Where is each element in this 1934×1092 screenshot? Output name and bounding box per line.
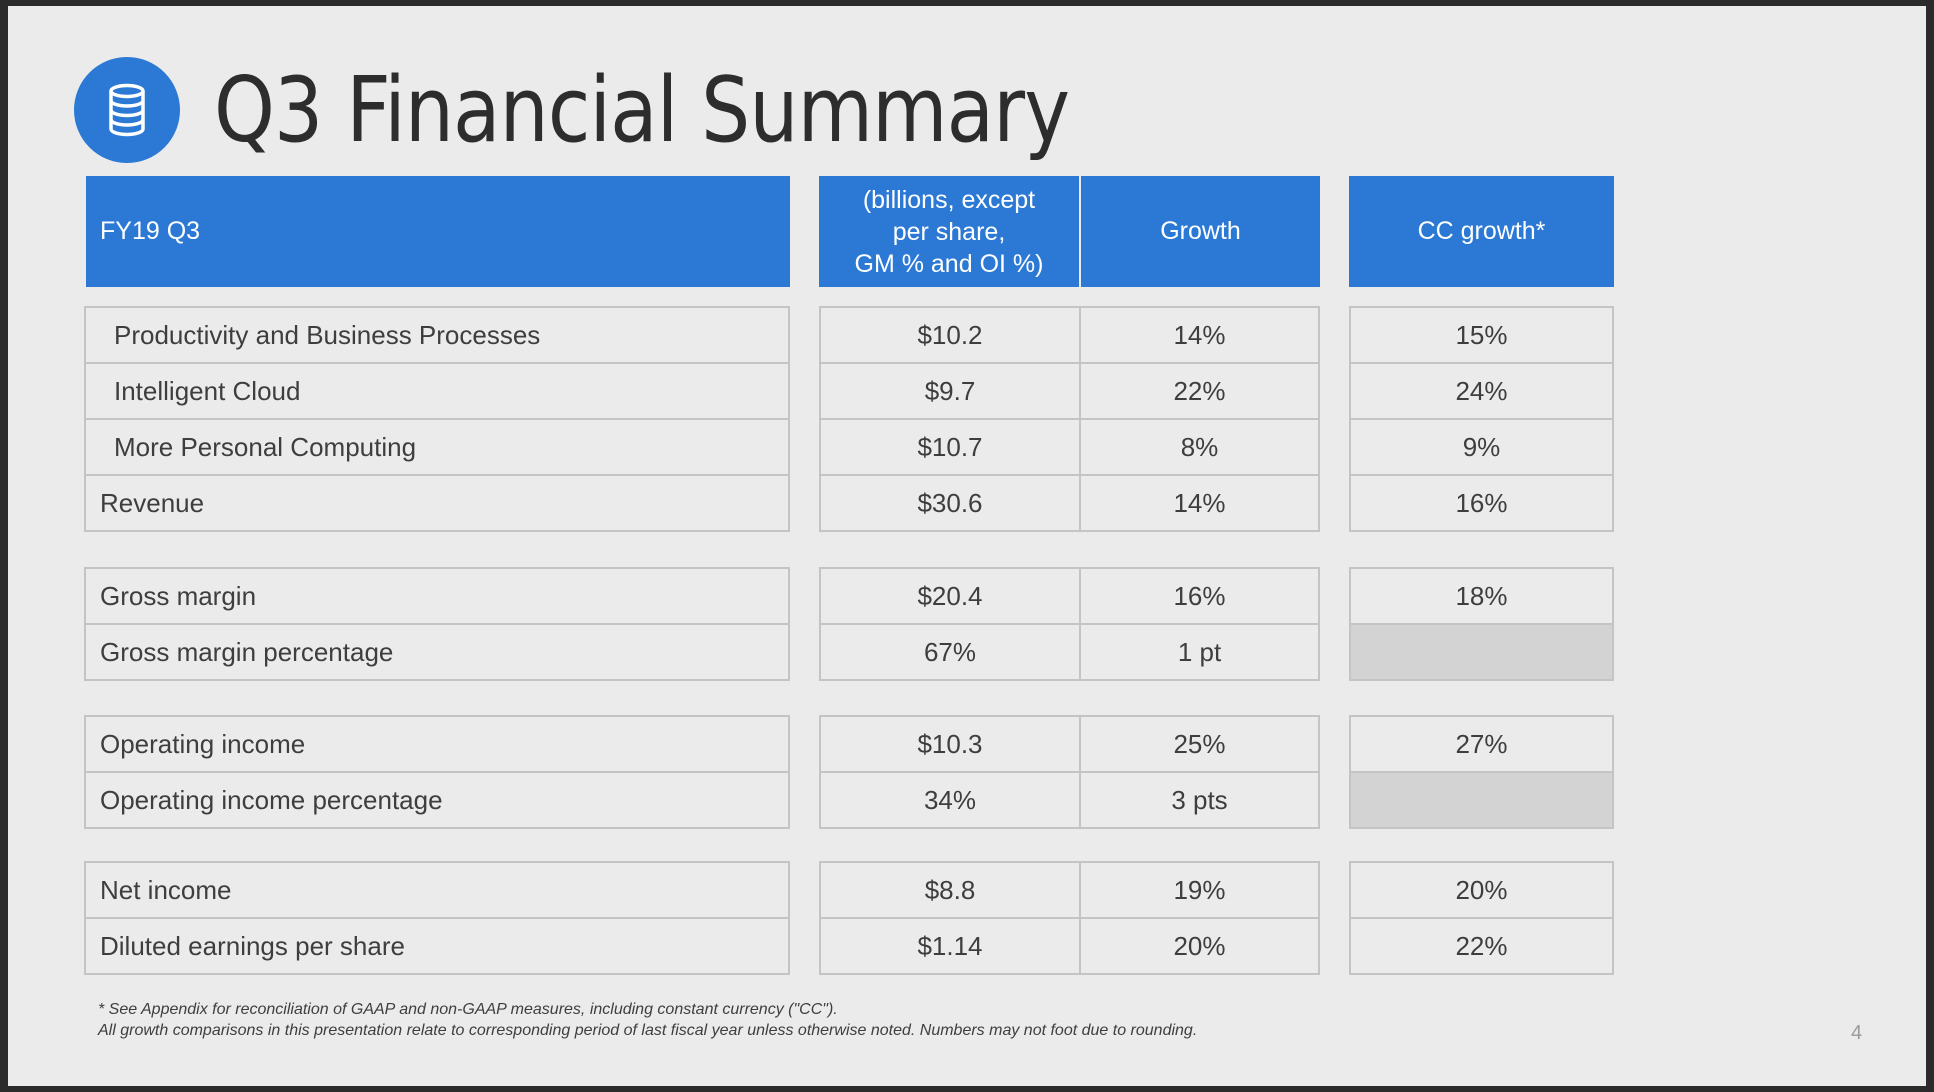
row-value: $1.14 bbox=[819, 917, 1081, 975]
header-value-line: per share, bbox=[892, 217, 1006, 246]
row-value: $8.8 bbox=[819, 861, 1081, 919]
row-label: More Personal Computing bbox=[84, 418, 790, 476]
row-label: Intelligent Cloud bbox=[84, 362, 790, 420]
header-value-cell: (billions, except per share, GM % and OI… bbox=[819, 176, 1079, 287]
header-label: FY19 Q3 bbox=[100, 217, 201, 245]
row-label: Net income bbox=[84, 861, 790, 919]
row-cc-growth: 27% bbox=[1349, 715, 1614, 773]
header-value-line: (billions, except bbox=[862, 185, 1036, 214]
page-number: 4 bbox=[1851, 1022, 1863, 1044]
row-value: $30.6 bbox=[819, 474, 1081, 532]
row-value: $9.7 bbox=[819, 362, 1081, 420]
row-cc-growth: 20% bbox=[1349, 861, 1614, 919]
row-growth: 16% bbox=[1079, 567, 1320, 625]
row-label: Productivity and Business Processes bbox=[84, 306, 790, 364]
row-cc-growth-empty bbox=[1349, 771, 1614, 829]
row-cc-growth: 18% bbox=[1349, 567, 1614, 625]
row-value: 67% bbox=[819, 623, 1081, 681]
row-growth: 19% bbox=[1079, 861, 1320, 919]
row-label: Gross margin percentage bbox=[84, 623, 790, 681]
row-value: 34% bbox=[819, 771, 1081, 829]
row-value: $20.4 bbox=[819, 567, 1081, 625]
row-value: $10.3 bbox=[819, 715, 1081, 773]
row-growth: 20% bbox=[1079, 917, 1320, 975]
row-cc-growth-empty bbox=[1349, 623, 1614, 681]
row-value: $10.2 bbox=[819, 306, 1081, 364]
page-title: Q3 Financial Summary bbox=[214, 58, 1070, 163]
row-cc-growth: 24% bbox=[1349, 362, 1614, 420]
row-cc-growth: 15% bbox=[1349, 306, 1614, 364]
database-icon bbox=[74, 57, 180, 163]
row-growth: 25% bbox=[1079, 715, 1320, 773]
footnote-line: All growth comparisons in this presentat… bbox=[98, 1022, 1198, 1039]
header-cc-growth: CC growth* bbox=[1417, 217, 1546, 245]
row-growth: 14% bbox=[1079, 306, 1320, 364]
row-label: Gross margin bbox=[84, 567, 790, 625]
header-growth-cell: Growth bbox=[1081, 176, 1320, 287]
row-growth: 1 pt bbox=[1079, 623, 1320, 681]
header-value-line: GM % and OI %) bbox=[854, 249, 1044, 278]
row-label: Diluted earnings per share bbox=[84, 917, 790, 975]
row-cc-growth: 22% bbox=[1349, 917, 1614, 975]
header-cc-growth-cell: CC growth* bbox=[1349, 176, 1614, 287]
row-growth: 14% bbox=[1079, 474, 1320, 532]
slide: Q3 Financial Summary FY19 Q3 (billions, … bbox=[8, 6, 1926, 1086]
row-growth: 22% bbox=[1079, 362, 1320, 420]
row-growth: 8% bbox=[1079, 418, 1320, 476]
row-value: $10.7 bbox=[819, 418, 1081, 476]
footnote: * See Appendix for reconciliation of GAA… bbox=[98, 999, 1197, 1041]
row-growth: 3 pts bbox=[1079, 771, 1320, 829]
header-label-cell: FY19 Q3 bbox=[86, 176, 790, 287]
row-cc-growth: 9% bbox=[1349, 418, 1614, 476]
row-label: Operating income percentage bbox=[84, 771, 790, 829]
row-cc-growth: 16% bbox=[1349, 474, 1614, 532]
row-label: Revenue bbox=[84, 474, 790, 532]
header-growth: Growth bbox=[1160, 217, 1241, 245]
footnote-line: * See Appendix for reconciliation of GAA… bbox=[98, 1001, 838, 1018]
row-label: Operating income bbox=[84, 715, 790, 773]
